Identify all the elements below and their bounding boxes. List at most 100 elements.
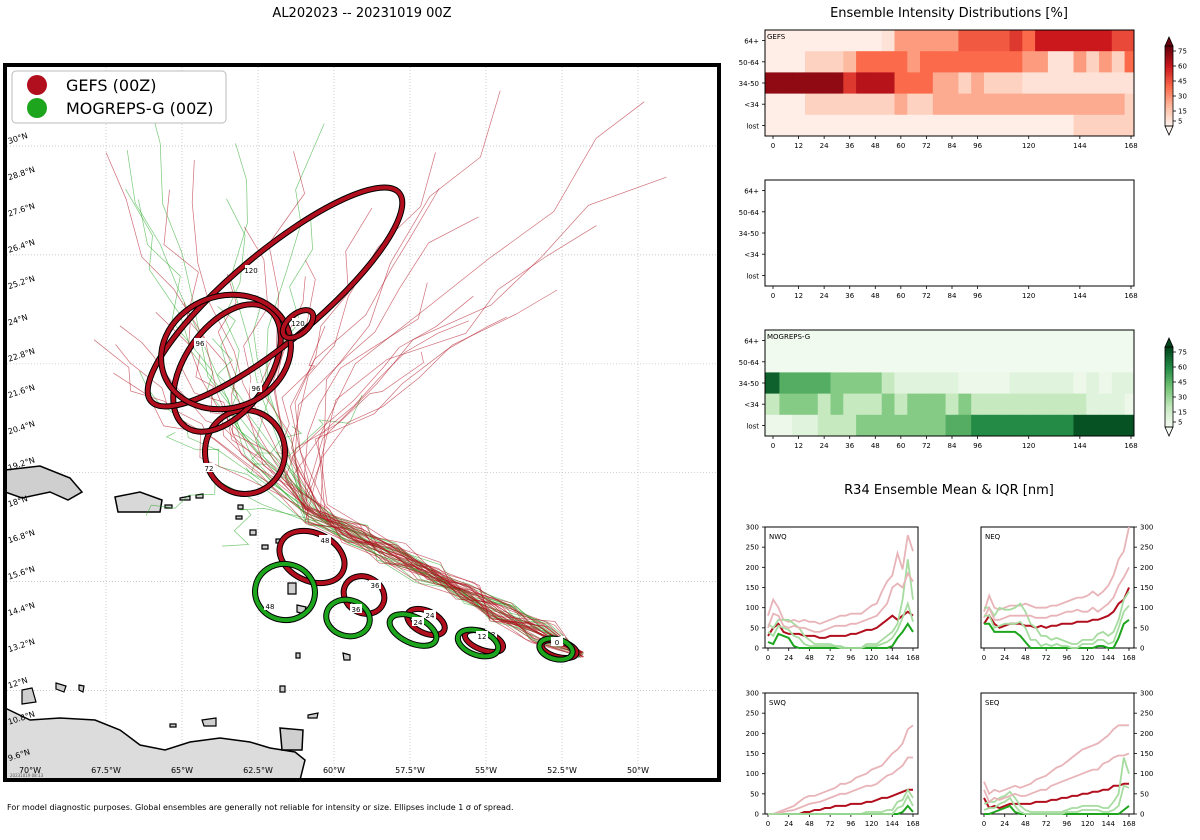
heatmap-cell — [805, 72, 819, 94]
heatmap-cell — [1060, 93, 1074, 116]
map-frame — [3, 63, 721, 782]
heatmap-cell — [920, 372, 934, 394]
colorbar-segment — [1165, 401, 1173, 404]
heatmap-cell — [805, 372, 819, 394]
heatmap-cell — [971, 351, 985, 373]
heatmap-cell — [1022, 30, 1036, 52]
heatmap-cell — [1047, 372, 1062, 394]
heatmap-cell — [779, 414, 793, 437]
heatmap-cell — [1073, 372, 1087, 394]
heatmap-cell — [1035, 93, 1049, 116]
heatmap-cell — [881, 93, 895, 116]
r34-xtick-label: 168 — [1122, 654, 1135, 662]
heatmap-cell — [945, 30, 959, 52]
colorbar-segment — [1165, 102, 1173, 105]
lon-label: 67.5°W — [91, 766, 121, 775]
r34-series-line — [984, 605, 1130, 649]
heatmap-cell — [920, 393, 934, 416]
heatmap-cell — [817, 72, 831, 94]
heatmap-cell — [945, 372, 959, 394]
colorbar-tick-label: 75 — [1178, 349, 1187, 357]
r34-xtick-label: 48 — [1021, 654, 1030, 662]
heatmap-cell — [1035, 351, 1049, 373]
heatmap-cell — [1124, 51, 1135, 73]
r34-frame — [980, 526, 1135, 649]
track-line — [289, 188, 581, 655]
track-line — [317, 101, 645, 658]
heatmap-cell — [920, 30, 934, 52]
heatmap-cell — [1073, 114, 1087, 137]
heatmap-cell — [958, 372, 972, 394]
heatmap-cell — [843, 93, 857, 116]
r34-xtick-label: 0 — [766, 820, 770, 828]
lon-label: 52.5°W — [547, 766, 577, 775]
heatmap-cell — [971, 51, 985, 73]
colorbar-segment — [1165, 351, 1173, 354]
r34-ytick-label: 300 — [746, 690, 759, 698]
heatmap-cell — [932, 372, 946, 394]
heatmap-cell — [932, 330, 946, 352]
heatmap-background — [765, 180, 1134, 286]
r34-xtick-label: 24 — [784, 654, 793, 662]
colorbar-tick-label: 60 — [1178, 63, 1187, 71]
colorbar-segment — [1165, 98, 1173, 101]
heatmap-cell — [1060, 372, 1074, 394]
heatmap-cell — [817, 393, 831, 416]
heatmap-cell — [792, 414, 806, 437]
ellipse-label: 120 — [244, 267, 257, 275]
heatmap-cell — [792, 393, 806, 416]
heatmap-cell — [971, 414, 985, 437]
colorbar-segment — [1165, 357, 1173, 360]
colorbar-segment — [1165, 359, 1173, 362]
heatmap-cell — [907, 414, 921, 437]
heatmap-cell — [1022, 93, 1036, 116]
ellipse-label-bg — [245, 265, 257, 274]
heatmap-cell — [984, 72, 998, 94]
r34-ytick-label: 50 — [750, 624, 759, 632]
map-legend: GEFS (00Z) MOGREPS-G (00Z) — [11, 70, 227, 124]
heatmap-cell — [971, 372, 985, 394]
heatmap-cell — [1022, 414, 1036, 437]
colorbar-frame — [1164, 45, 1174, 127]
heatmap-xtick-label: 36 — [845, 292, 854, 300]
heatmap-cell — [1124, 30, 1135, 52]
heatmap-xtick-label: 120 — [1022, 442, 1035, 450]
heatmap-cell — [996, 30, 1010, 52]
heatmap-cell — [920, 93, 934, 116]
heatmap-xtick-label: 36 — [845, 442, 854, 450]
heatmap-cell — [817, 330, 831, 352]
r34-ytick-label: 200 — [1140, 730, 1153, 738]
heatmap-cell — [1047, 351, 1062, 373]
ellipse-label: 96 — [196, 340, 205, 348]
colorbar-segment — [1165, 66, 1173, 69]
colorbar-segment — [1165, 419, 1173, 422]
heatmap-cell — [971, 330, 985, 352]
heatmap-cell — [817, 30, 831, 52]
heatmap-cell — [958, 30, 972, 52]
lon-label: 57.5°W — [395, 766, 425, 775]
heatmap-cell — [1111, 51, 1125, 73]
heatmap-cell — [1009, 93, 1023, 116]
ellipse-label-bg — [264, 601, 276, 610]
heatmap-cell — [856, 51, 870, 73]
heatmap-panel-label: GEFS — [767, 33, 786, 41]
r34-series-line — [768, 793, 914, 815]
ellipse-label: 24 — [414, 619, 423, 627]
heatmap-cell — [945, 330, 959, 352]
r34-series-line — [983, 782, 1129, 810]
map-title: AL202023 -- 20231019 00Z — [272, 6, 451, 21]
colorbar-segment — [1165, 353, 1173, 356]
r34-xtick-label: 144 — [1102, 654, 1116, 662]
heatmap-cell — [945, 393, 959, 416]
r34-xtick-label: 120 — [1081, 654, 1094, 662]
heatmap-cell — [881, 51, 895, 73]
heatmap-cell — [856, 393, 870, 416]
r34-series-line — [984, 619, 1130, 649]
heatmap-cell — [817, 93, 831, 116]
heatmap-cell — [1086, 93, 1100, 116]
longitude-labels: 70°W 67.5°W 65°W 62.5°W 60°W 57.5°W 55°W 52.5°W… — [19, 766, 649, 775]
ellipse-label-bg — [476, 631, 488, 640]
heatmap-cell — [1047, 51, 1062, 73]
heatmap-cell — [996, 330, 1010, 352]
colorbar-segment — [1165, 365, 1173, 368]
